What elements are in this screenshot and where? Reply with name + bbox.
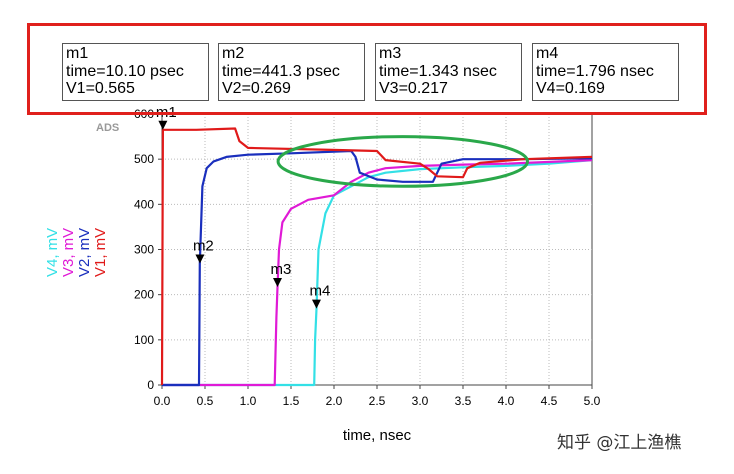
annotations <box>276 135 529 188</box>
marker-label-m4: m4 <box>309 283 330 300</box>
x-tick-label: 2.5 <box>369 394 386 408</box>
series-line-V2 <box>162 149 593 387</box>
series-lines <box>160 127 593 387</box>
x-tick-label: 0.5 <box>197 394 214 408</box>
marker-name: m3 <box>379 45 402 62</box>
marker-label-m2: m2 <box>193 238 214 255</box>
marker-time: time=10.10 psec <box>66 62 184 80</box>
y-tick-label: 0 <box>147 378 154 392</box>
x-tick-label: 0.0 <box>154 394 171 408</box>
marker-triangle-m1 <box>158 120 168 130</box>
marker-box-m4: m4 time=1.796 nsec V4=0.169 <box>532 43 679 101</box>
x-axis-label: time, nsec <box>343 427 412 444</box>
x-tick-label: 3.0 <box>412 394 429 408</box>
x-tick-label: 2.0 <box>326 394 343 408</box>
legend-item-V3: V3, mV <box>60 228 77 277</box>
x-tick-label: 1.5 <box>283 394 300 408</box>
y-axis-legend: V4, mVV3, mVV2, mVV1, mV <box>44 228 109 277</box>
x-tick-label: 4.0 <box>498 394 515 408</box>
legend-text: V4, mVV3, mVV2, mVV1, mV <box>44 228 109 277</box>
marker-name: m4 <box>536 45 559 62</box>
watermark: 知乎 @江上渔樵 <box>557 433 682 453</box>
marker-value: V4=0.169 <box>536 80 605 97</box>
highlight-ellipse <box>276 135 529 188</box>
marker-triangle-m4 <box>311 299 321 309</box>
marker-box-m3: m3 time=1.343 nsec V3=0.217 <box>375 43 522 101</box>
marker-time: time=1.343 nsec <box>379 62 497 80</box>
marker-box-m2: m2 time=441.3 psec V2=0.269 <box>218 43 365 101</box>
legend-item-V4: V4, mV <box>44 228 61 277</box>
x-tick-label: 3.5 <box>455 394 472 408</box>
y-tick-label: 500 <box>134 152 154 166</box>
y-tick-label: 400 <box>134 197 154 211</box>
x-tick-label: 5.0 <box>584 394 601 408</box>
marker-box-m1: m1 time=10.10 psec V1=0.565 <box>62 43 209 101</box>
series-line-V1 <box>160 127 593 386</box>
marker-triangle-m3 <box>272 277 282 287</box>
series-line-V4 <box>162 159 593 387</box>
axes: 0.0 0.5 1.0 1.5 2.0 2.5 3.0 3.5 4.0 4.5 5.0 0 100 200… <box>134 107 601 408</box>
x-tick-label: 1.0 <box>240 394 257 408</box>
ads-logo: ADS <box>96 122 119 134</box>
marker-name: m1 <box>66 45 89 62</box>
marker-label-m3: m3 <box>270 261 291 278</box>
marker-name: m2 <box>222 45 245 62</box>
grid-lines <box>162 114 592 385</box>
legend-item-V2: V2, mV <box>76 228 93 277</box>
legend-item-V1: V1, mV <box>92 228 109 277</box>
y-tick-label: 100 <box>134 333 154 347</box>
marker-triangle-m2 <box>195 254 205 264</box>
marker-value: V3=0.217 <box>379 80 448 97</box>
y-tick-label: 200 <box>134 288 154 302</box>
marker-highlight-box <box>27 23 707 115</box>
marker-time: time=441.3 psec <box>222 62 340 80</box>
y-tick-label: 300 <box>134 243 154 257</box>
marker-value: V2=0.269 <box>222 80 291 97</box>
marker-time: time=1.796 nsec <box>536 62 654 80</box>
legend-group: V4, mVV3, mVV2, mVV1, mV <box>44 228 109 277</box>
x-tick-label: 4.5 <box>541 394 558 408</box>
marker-value: V1=0.565 <box>66 80 135 97</box>
